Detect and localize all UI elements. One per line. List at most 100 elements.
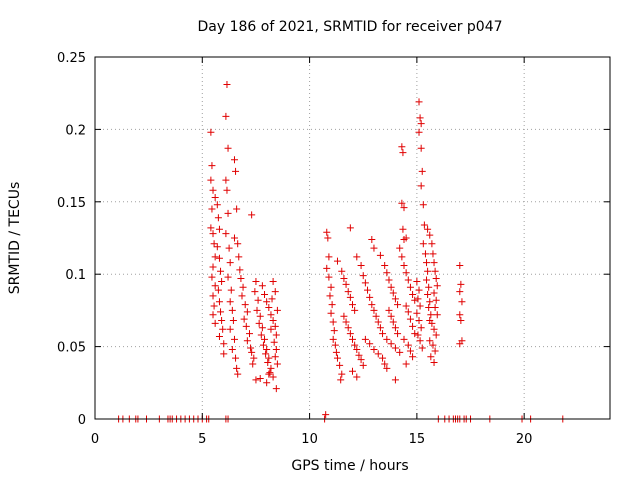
data-point [323,264,331,272]
data-point [426,298,434,306]
x-tick-label: 10 [301,432,318,447]
data-point [225,244,233,252]
data-point [258,324,266,332]
data-point [215,225,223,233]
data-point [272,345,280,353]
data-point [237,275,245,283]
data-point [228,306,236,314]
data-point [430,325,438,333]
data-point [416,114,424,122]
data-point [409,290,417,298]
y-tick-label: 0.25 [57,51,86,66]
data-point [219,325,227,333]
data-point [351,306,359,314]
data-point [269,373,277,381]
data-point [456,311,464,319]
data-point [223,186,231,194]
data-point [222,112,230,120]
data-point [430,289,438,297]
data-point [258,282,266,290]
data-point [232,354,240,362]
data-point [368,235,376,243]
data-point [211,253,219,261]
data-point [267,364,275,372]
data-point [331,341,339,349]
data-point [271,288,279,296]
data-point [215,298,223,306]
data-point [379,330,387,338]
data-point [344,324,352,332]
chart-title: Day 186 of 2021, SRMTID for receiver p04… [197,19,502,35]
data-point [250,354,258,362]
data-point [366,293,374,301]
x-tick-label: 5 [198,432,206,447]
data-point [210,240,218,248]
data-point [251,288,259,296]
x-axis-label: GPS time / hours [291,458,408,474]
data-point [226,259,234,267]
data-point [398,143,406,151]
data-point [379,354,387,362]
data-point [353,373,361,381]
data-point [209,263,217,271]
data-point [415,128,423,136]
data-point [253,306,261,314]
data-point [207,176,215,184]
data-point [432,296,440,304]
data-point [417,324,425,332]
data-point [263,298,271,306]
data-point [432,331,440,339]
data-point [353,253,361,261]
data-point [387,312,395,320]
data-point [425,283,433,291]
data-point [402,269,410,277]
data-point [424,225,432,233]
data-point [213,201,221,209]
data-point [402,234,410,242]
data-point [208,273,216,281]
data-point [431,347,439,355]
data-point [421,250,429,258]
data-point [222,230,230,238]
data-point [218,317,226,325]
data-point [248,211,256,219]
data-point [325,253,333,261]
data-point [389,289,397,297]
data-point [361,279,369,287]
data-point [419,201,427,209]
y-tick-label: 0 [78,413,86,428]
data-point [233,205,241,213]
data-point [228,345,236,353]
data-point [324,234,332,242]
data-point [413,277,421,285]
data-point [224,273,232,281]
data-point [255,319,263,327]
data-point [328,301,336,309]
data-point [327,309,335,317]
data-point [242,322,250,330]
data-point [427,311,435,319]
data-point [398,253,406,261]
data-point [370,244,378,252]
data-point [411,330,419,338]
data-point [213,243,221,251]
data-point [265,354,273,362]
data-point [391,376,399,384]
x-tick-label: 0 [91,432,99,447]
data-point [252,376,260,384]
data-point [266,369,274,377]
data-point [239,283,247,291]
data-point [323,228,331,236]
data-point [236,266,244,274]
data-point [230,234,238,242]
x-tick-label: 20 [516,432,533,447]
data-point [346,330,354,338]
data-point [433,311,441,319]
data-point [271,353,279,361]
data-point [387,283,395,291]
data-point [387,340,395,348]
data-point [413,309,421,317]
data-point [210,302,218,310]
data-point [404,341,412,349]
